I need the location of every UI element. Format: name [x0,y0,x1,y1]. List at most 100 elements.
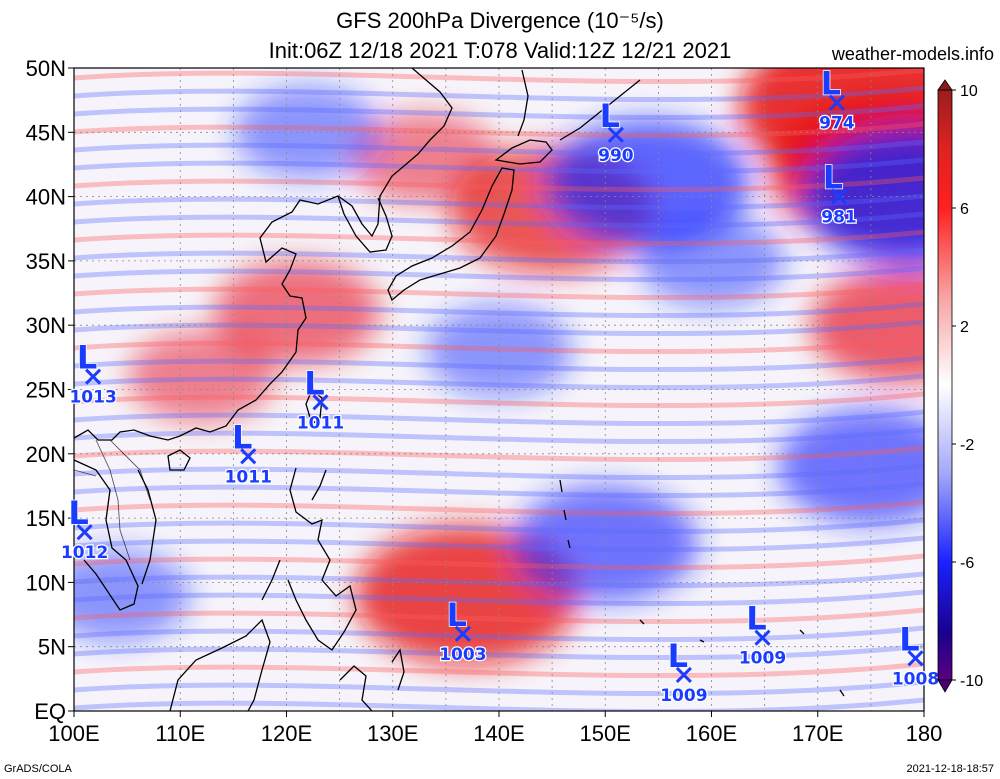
low-center-x [312,394,329,411]
lon-label: 120E [261,721,312,746]
lon-label: 180 [906,721,943,746]
field-streak [74,661,924,679]
field-blob [778,408,924,525]
field-streak [74,535,924,553]
low-letter: L [77,339,97,377]
low-letter: L [746,600,766,638]
lat-label: 20N [26,442,66,467]
low-center-x [828,94,845,111]
field-streak [74,571,924,589]
field-streak [74,517,924,535]
field-streak [74,463,924,481]
low-letter: L [447,596,467,634]
low-pressure-value: 1011 [225,467,272,487]
grid-lines [74,68,924,711]
borders [74,439,151,561]
field-blob [213,260,381,365]
lat-label: 25N [26,378,66,403]
website-label: weather-models.info [831,44,994,64]
field-streak [74,355,924,373]
field-streak [74,697,924,711]
field-streak [74,625,924,643]
field-blob [234,86,382,179]
colorbar-bottom-arrow [937,679,953,693]
low-pressure-value: 974 [819,114,855,134]
low-center-x [240,448,257,465]
lat-label: EQ [34,699,66,724]
lat-label: 35N [26,249,66,274]
low-center-x [76,524,93,541]
low-marker: L 981 [820,158,858,229]
field-streak [74,283,924,301]
field-streak [74,445,924,463]
field-streak [74,409,924,427]
low-marker: L 1009 [738,599,788,670]
field-streak [74,193,924,211]
field-streak [74,553,924,571]
low-center-x [675,666,692,684]
colorbar-tick-label: 6 [960,201,969,218]
low-pressure-value: 1009 [660,686,707,706]
low-marker: L 1009 [659,636,709,707]
low-pressure-value: 1008 [892,669,939,689]
lat-label: 45N [26,120,66,145]
colorbar-tick-label: -2 [960,437,974,454]
field-streak [74,679,924,697]
low-pressure-value: 1009 [739,649,786,669]
low-letter: L [899,620,919,658]
lat-label: 10N [26,570,66,595]
low-center-x [907,650,924,667]
divergence-field [74,68,924,666]
lon-label: 110E [155,721,205,746]
colorbar-top-arrow [937,79,953,91]
low-letter: L [68,494,88,532]
lat-label: 15N [26,506,66,531]
chart-subtitle: Init:06Z 12/18 2021 T:078 Valid:12Z 12/2… [268,38,732,63]
low-letter: L [821,65,841,103]
low-center-x [85,368,102,385]
colorbar-tick-label: 10 [960,83,978,100]
low-center-x [607,126,624,143]
low-center-x [454,625,471,642]
lat-label: 30N [26,313,66,338]
footer-timestamp: 2021-12-18-18:57 [906,763,994,775]
field-streak [74,481,924,499]
low-marker: L 974 [818,64,856,135]
low-marker: L 1008 [891,620,941,691]
low-marker: L 1003 [438,595,488,666]
colorbar: 10 6 2 -2 -6 -10 [937,79,983,693]
field-streak [74,157,924,175]
lon-label: 150E [580,721,631,746]
field-streak [74,68,924,85]
low-letter: L [668,637,688,675]
low-letter: L [304,364,324,402]
field-streak [74,229,924,247]
lon-label: 130E [367,721,418,746]
low-marker: L 990 [597,96,635,167]
lat-label: 5N [38,635,66,660]
field-streak [74,607,924,625]
field-streaks [74,68,924,711]
low-letter: L [823,159,843,197]
field-streak [74,139,924,157]
field-streak [74,175,924,193]
lat-label: 40N [26,185,66,210]
chart-title: GFS 200hPa Divergence (10⁻⁵/s) [336,8,664,33]
coastlines [74,68,845,711]
colorbar-tick-label: -10 [960,673,983,690]
field-streak [74,301,924,319]
low-marker: L 1011 [296,364,346,435]
low-pressure-value: 1003 [439,645,486,665]
field-streak [74,265,924,283]
field-streak [74,391,924,409]
field-streak [74,211,924,229]
field-streak [74,643,924,661]
latitude-labels: 50N 45N 40N 35N 30N 25N 20N 15N 10N 5N EQ [26,56,74,724]
colorbar-tick-label: -6 [960,555,974,572]
field-blob [127,330,276,423]
low-letter: L [600,97,620,135]
low-center-x [754,629,771,646]
low-pressure-value: 1012 [61,543,108,563]
low-pressure-value: 1013 [69,388,116,408]
field-streak [74,85,924,103]
